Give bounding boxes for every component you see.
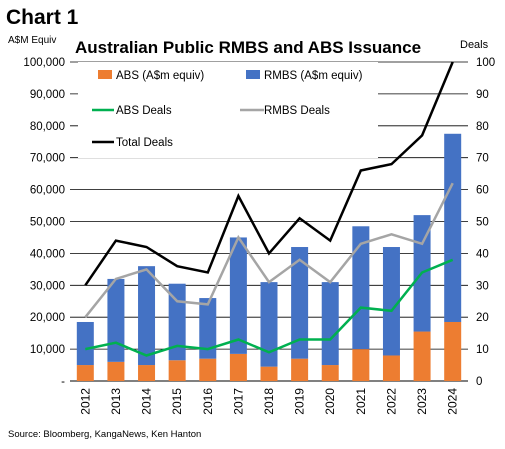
left-axis-label: A$M Equiv (8, 35, 56, 46)
line-total-deals (84, 61, 454, 287)
bar-abs (413, 331, 431, 381)
right-y-tick-label: 80 (476, 121, 489, 133)
right-y-axis-ticks: 0 10 20 30 40 50 60 70 80 90 100 (476, 57, 495, 388)
right-y-tick-label: 0 (476, 376, 482, 388)
right-y-tick-label: 10 (476, 344, 489, 356)
chart-title: Australian Public RMBS and ABS Issuance (75, 38, 421, 57)
right-y-tick-label: 40 (476, 248, 489, 260)
bar-abs (444, 321, 462, 381)
right-y-tick-label: 30 (476, 280, 489, 292)
bar-abs (291, 358, 309, 381)
legend-label-rmbs-deals: RMBS Deals (264, 105, 330, 117)
right-y-tick-label: 90 (476, 89, 489, 101)
left-y-tick-label: 90,000 (30, 89, 65, 101)
x-tick-label: 2023 (415, 388, 429, 415)
legend: ABS (A$m equiv) RMBS (A$m equiv) ABS Dea… (78, 62, 378, 158)
lines (84, 61, 454, 357)
left-y-tick-label: 40,000 (30, 248, 65, 260)
legend-label-abs-deals: ABS Deals (116, 105, 172, 117)
left-y-axis-ticks: - 10,000 20,000 30,000 40,000 50,000 60,000 70,… (23, 57, 65, 388)
bar-abs (199, 358, 217, 381)
right-y-tick-label: 50 (476, 217, 489, 229)
bar-rmbs (260, 282, 278, 367)
left-y-tick-label: 80,000 (30, 121, 65, 133)
x-tick-label: 2014 (140, 388, 154, 415)
left-y-tick-label: 70,000 (30, 153, 65, 165)
bar-rmbs (138, 266, 156, 366)
left-y-tick-label: 100,000 (23, 57, 65, 69)
legend-label-abs: ABS (A$m equiv) (116, 70, 204, 82)
bar-rmbs (107, 278, 125, 362)
line-abs-deals (85, 258, 454, 357)
right-y-tick-label: 70 (476, 153, 489, 165)
x-tick-label: 2022 (384, 388, 398, 415)
bar-abs (260, 366, 278, 381)
right-y-tick-label: 60 (476, 185, 489, 197)
x-tick-label: 2012 (78, 388, 92, 415)
left-y-tick-label: - (61, 376, 65, 388)
bar-abs (138, 365, 156, 381)
bar-abs (107, 361, 125, 381)
bar-rmbs (352, 226, 370, 350)
bar-rmbs (321, 282, 339, 366)
bar-abs (229, 353, 247, 381)
line-rmbs-deals (84, 182, 454, 318)
x-tick-label: 2016 (201, 388, 215, 415)
right-y-tick-label: 100 (476, 57, 495, 69)
x-tick-label: 2018 (262, 388, 276, 415)
bar-abs (76, 365, 94, 381)
bar-abs (321, 365, 339, 381)
x-tick-label: 2017 (231, 388, 245, 415)
x-tick-label: 2021 (354, 388, 368, 415)
chart-label: Chart 1 (6, 6, 79, 29)
x-tick-label: 2020 (323, 388, 337, 415)
legend-swatch-rmbs (246, 70, 260, 79)
x-axis-ticks: 2012 2013 2014 2015 2016 2017 2018 2019 2020 2021… (78, 388, 459, 415)
left-y-tick-label: 30,000 (30, 280, 65, 292)
bar-abs (382, 355, 400, 381)
source-note: Source: Bloomberg, KangaNews, Ken Hanton (8, 429, 201, 440)
bar-abs (168, 360, 186, 381)
bar-rmbs (76, 321, 94, 366)
legend-label-rmbs: RMBS (A$m equiv) (264, 70, 363, 82)
left-y-tick-label: 20,000 (30, 312, 65, 324)
x-tick-label: 2024 (446, 388, 460, 415)
bar-rmbs (444, 133, 462, 322)
left-y-tick-label: 50,000 (30, 217, 65, 229)
left-y-tick-label: 10,000 (30, 344, 65, 356)
x-tick-label: 2019 (293, 388, 307, 415)
left-y-tick-label: 60,000 (30, 185, 65, 197)
legend-swatch-abs (98, 70, 112, 79)
bar-rmbs (199, 298, 217, 359)
bar-rmbs (291, 247, 309, 359)
x-tick-label: 2015 (170, 388, 184, 415)
bars (76, 133, 462, 381)
right-axis-label: Deals (460, 39, 489, 51)
right-y-tick-label: 20 (476, 312, 489, 324)
legend-background (78, 62, 378, 158)
legend-label-total-deals: Total Deals (116, 137, 173, 149)
bar-abs (352, 349, 370, 381)
x-tick-label: 2013 (109, 388, 123, 415)
bar-rmbs (382, 247, 400, 356)
bar-rmbs (229, 237, 247, 354)
